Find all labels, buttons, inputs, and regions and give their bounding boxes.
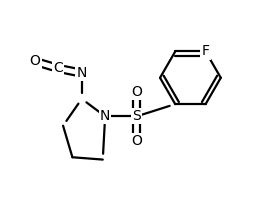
Text: N: N <box>77 66 87 80</box>
Text: S: S <box>132 109 141 123</box>
Text: C: C <box>53 61 63 75</box>
Text: O: O <box>131 85 142 99</box>
Text: O: O <box>131 134 142 148</box>
Text: N: N <box>100 109 110 123</box>
Text: F: F <box>202 44 209 58</box>
Text: O: O <box>30 54 40 68</box>
